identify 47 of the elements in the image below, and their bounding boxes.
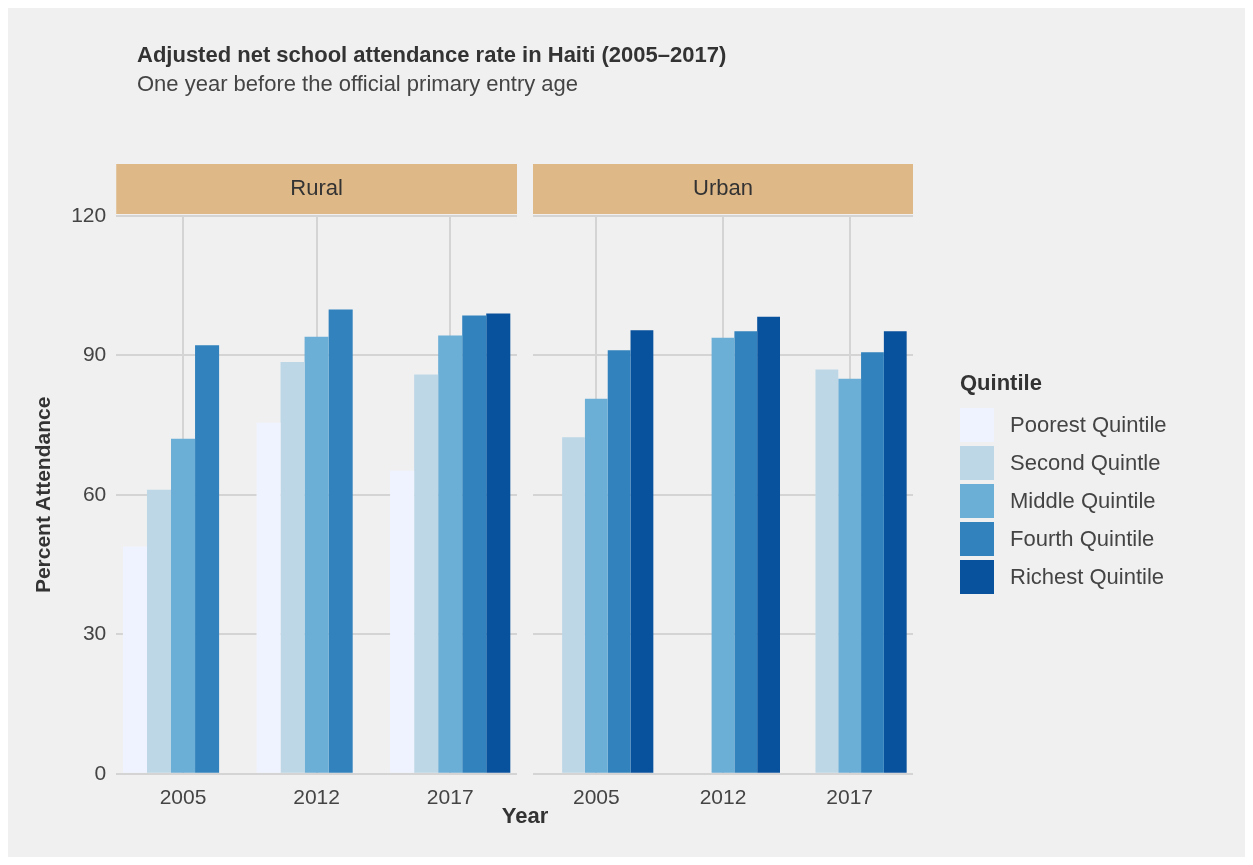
x-tick-label: 2005 — [572, 785, 620, 809]
x-tick-label: 2005 — [159, 785, 207, 809]
legend-label: Fourth Quintile — [1010, 526, 1155, 552]
legend-title: Quintile — [960, 370, 1043, 396]
bar — [838, 378, 862, 773]
legend-label: Middle Quintile — [1010, 488, 1156, 514]
bar — [734, 331, 758, 773]
bar — [122, 546, 147, 773]
bar — [256, 422, 281, 773]
chart-subtitle: One year before the official primary entry age — [137, 71, 579, 97]
bar — [328, 309, 353, 773]
bar — [146, 489, 172, 773]
y-tick-label: 60 — [82, 481, 107, 505]
bar — [711, 337, 735, 773]
x-tick-label: 2017 — [826, 785, 874, 809]
bar — [757, 316, 780, 773]
y-axis-title: Percent Attendance — [31, 396, 55, 594]
bar — [584, 398, 608, 773]
y-tick-label: 120 — [71, 202, 107, 226]
bar — [607, 350, 631, 773]
bar — [630, 330, 654, 773]
bar — [414, 374, 439, 773]
legend-label: Poorest Quintile — [1010, 412, 1167, 438]
bar — [195, 345, 220, 773]
bar — [462, 315, 487, 773]
x-axis-title: Year — [501, 803, 549, 828]
x-tick-label: 2017 — [426, 785, 474, 809]
bar — [562, 437, 585, 773]
bar — [815, 369, 839, 773]
text: Rural — [290, 175, 343, 201]
bar — [280, 361, 305, 773]
y-tick-label: 90 — [82, 342, 107, 366]
legend-label: Richest Quintile — [1010, 564, 1165, 590]
x-tick-label: 2012 — [699, 785, 747, 809]
x-tick-label: 2012 — [293, 785, 340, 809]
bar — [883, 331, 907, 773]
bar — [438, 335, 463, 773]
bar — [171, 438, 196, 773]
bar — [861, 352, 884, 773]
y-tick-label: 30 — [82, 621, 107, 645]
text: Urban — [693, 175, 753, 201]
y-tick-label: 0 — [94, 760, 107, 784]
chart-title: Adjusted net school attendance rate in Haiti (2005–2017) — [137, 42, 727, 68]
bar — [390, 470, 415, 773]
bar — [486, 313, 511, 773]
legend-label: Second Quintle — [1010, 450, 1161, 476]
bar — [304, 336, 329, 773]
